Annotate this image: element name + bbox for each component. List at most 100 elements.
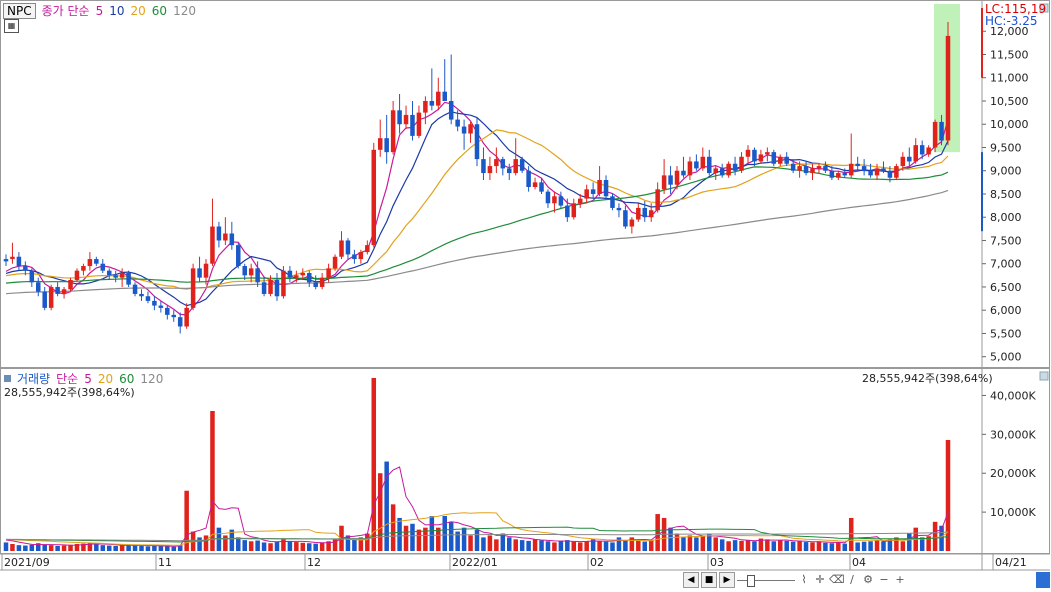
candle-body: [584, 189, 589, 199]
candle-body: [474, 124, 480, 160]
price-panel-header: NPC 종가 단순 5 10 20 60 120: [3, 2, 196, 19]
volume-bar: [145, 546, 151, 551]
candle-body: [661, 175, 667, 190]
volume-tick-label: 10,000K: [990, 506, 1036, 519]
candle-body: [642, 207, 648, 218]
crosshair-icon[interactable]: ✛: [815, 573, 825, 586]
candle-body: [590, 189, 596, 194]
volume-bar: [384, 461, 389, 551]
candle-body: [384, 138, 389, 153]
volume-bar: [545, 541, 551, 551]
zoom-out-icon[interactable]: −: [879, 573, 889, 586]
volume-bar: [274, 541, 280, 551]
price-panel-frame: [0, 0, 1050, 368]
volume-bar: [403, 525, 409, 551]
price-tick-label: 10,500: [990, 95, 1029, 108]
volume-bar: [590, 539, 596, 551]
candle-body: [448, 100, 454, 120]
candle-body: [3, 259, 9, 262]
candle-body: [184, 307, 189, 327]
candle-body: [365, 245, 370, 253]
volume-bar: [16, 545, 22, 551]
grid-icon[interactable]: ▦: [4, 19, 19, 33]
volume-bar: [23, 545, 28, 551]
candle-body: [861, 166, 867, 171]
date-tick-label: 04: [852, 556, 866, 569]
candle-body: [745, 149, 751, 157]
candle-body: [390, 110, 396, 153]
candle-body: [887, 170, 893, 178]
candle-body: [410, 114, 415, 136]
candle-body: [726, 163, 731, 176]
square-icon: [4, 375, 11, 382]
candle-body: [158, 305, 164, 308]
stop-icon[interactable]: ■: [701, 572, 717, 588]
candle-body: [455, 119, 460, 127]
volume-bar: [719, 539, 725, 551]
volume-bar: [539, 540, 544, 551]
volume-bar: [100, 545, 106, 551]
volume-bar: [707, 533, 712, 551]
volume-bar: [61, 545, 67, 551]
volume-bar: [397, 517, 402, 551]
volume-bar: [171, 546, 177, 551]
candle-body: [687, 161, 693, 176]
next-icon[interactable]: ▶: [719, 572, 735, 588]
volume-bar: [10, 544, 15, 551]
candle-body: [623, 210, 628, 227]
candle-body: [113, 275, 118, 278]
volume-ma-120: 120: [140, 371, 164, 386]
line-tool-icon[interactable]: ∕: [850, 573, 854, 586]
candle-body: [171, 314, 177, 318]
volume-tick-label: 40,000K: [990, 389, 1036, 402]
ma-period-10: 10: [109, 3, 125, 18]
volume-bar: [184, 490, 189, 551]
volume-bar: [94, 544, 99, 551]
candle-body: [707, 156, 712, 174]
candle-body: [719, 168, 725, 176]
candle-body: [481, 159, 486, 174]
ticker-label[interactable]: NPC: [3, 2, 36, 19]
candle-body: [216, 226, 222, 241]
volume-bar: [868, 541, 873, 551]
candle-body: [119, 273, 125, 278]
volume-bar: [565, 540, 570, 551]
candle-body: [913, 145, 918, 162]
volume-bar: [945, 439, 951, 551]
price-tick-label: 12,000: [990, 25, 1029, 38]
candle-body: [352, 254, 357, 260]
candle-body: [242, 266, 247, 276]
volume-bar: [410, 523, 415, 551]
volume-bar: [894, 537, 899, 551]
chart-tool-icon[interactable]: ⌇: [801, 573, 807, 586]
candle-body: [306, 273, 312, 283]
candle-body: [274, 279, 280, 297]
candle-body: [829, 170, 835, 178]
candle-body: [165, 307, 170, 315]
candle-body: [636, 207, 641, 220]
volume-bar: [345, 535, 351, 551]
volume-bar: [745, 540, 751, 551]
date-tick-label: 12: [307, 556, 321, 569]
volume-bar: [771, 541, 777, 551]
volume-bar: [281, 539, 286, 551]
date-tick-label: 11: [158, 556, 172, 569]
candle-body: [545, 191, 551, 204]
eraser-icon[interactable]: ⌫: [829, 573, 845, 586]
volume-bar: [36, 543, 41, 551]
price-tick-label: 11,500: [990, 48, 1029, 61]
candle-body: [616, 207, 622, 211]
candle-body: [758, 154, 764, 162]
candle-body: [87, 259, 93, 267]
zoom-slider[interactable]: [737, 573, 795, 587]
prev-icon[interactable]: ◀: [683, 572, 699, 588]
candle-body: [61, 289, 67, 294]
volume-bar: [474, 529, 480, 551]
volume-bar: [584, 541, 589, 551]
candle-body: [10, 256, 15, 260]
zoom-in-icon[interactable]: +: [895, 573, 905, 586]
volume-bar: [352, 539, 357, 551]
candle-body: [442, 91, 447, 101]
settings-icon[interactable]: ⚙: [863, 573, 873, 586]
